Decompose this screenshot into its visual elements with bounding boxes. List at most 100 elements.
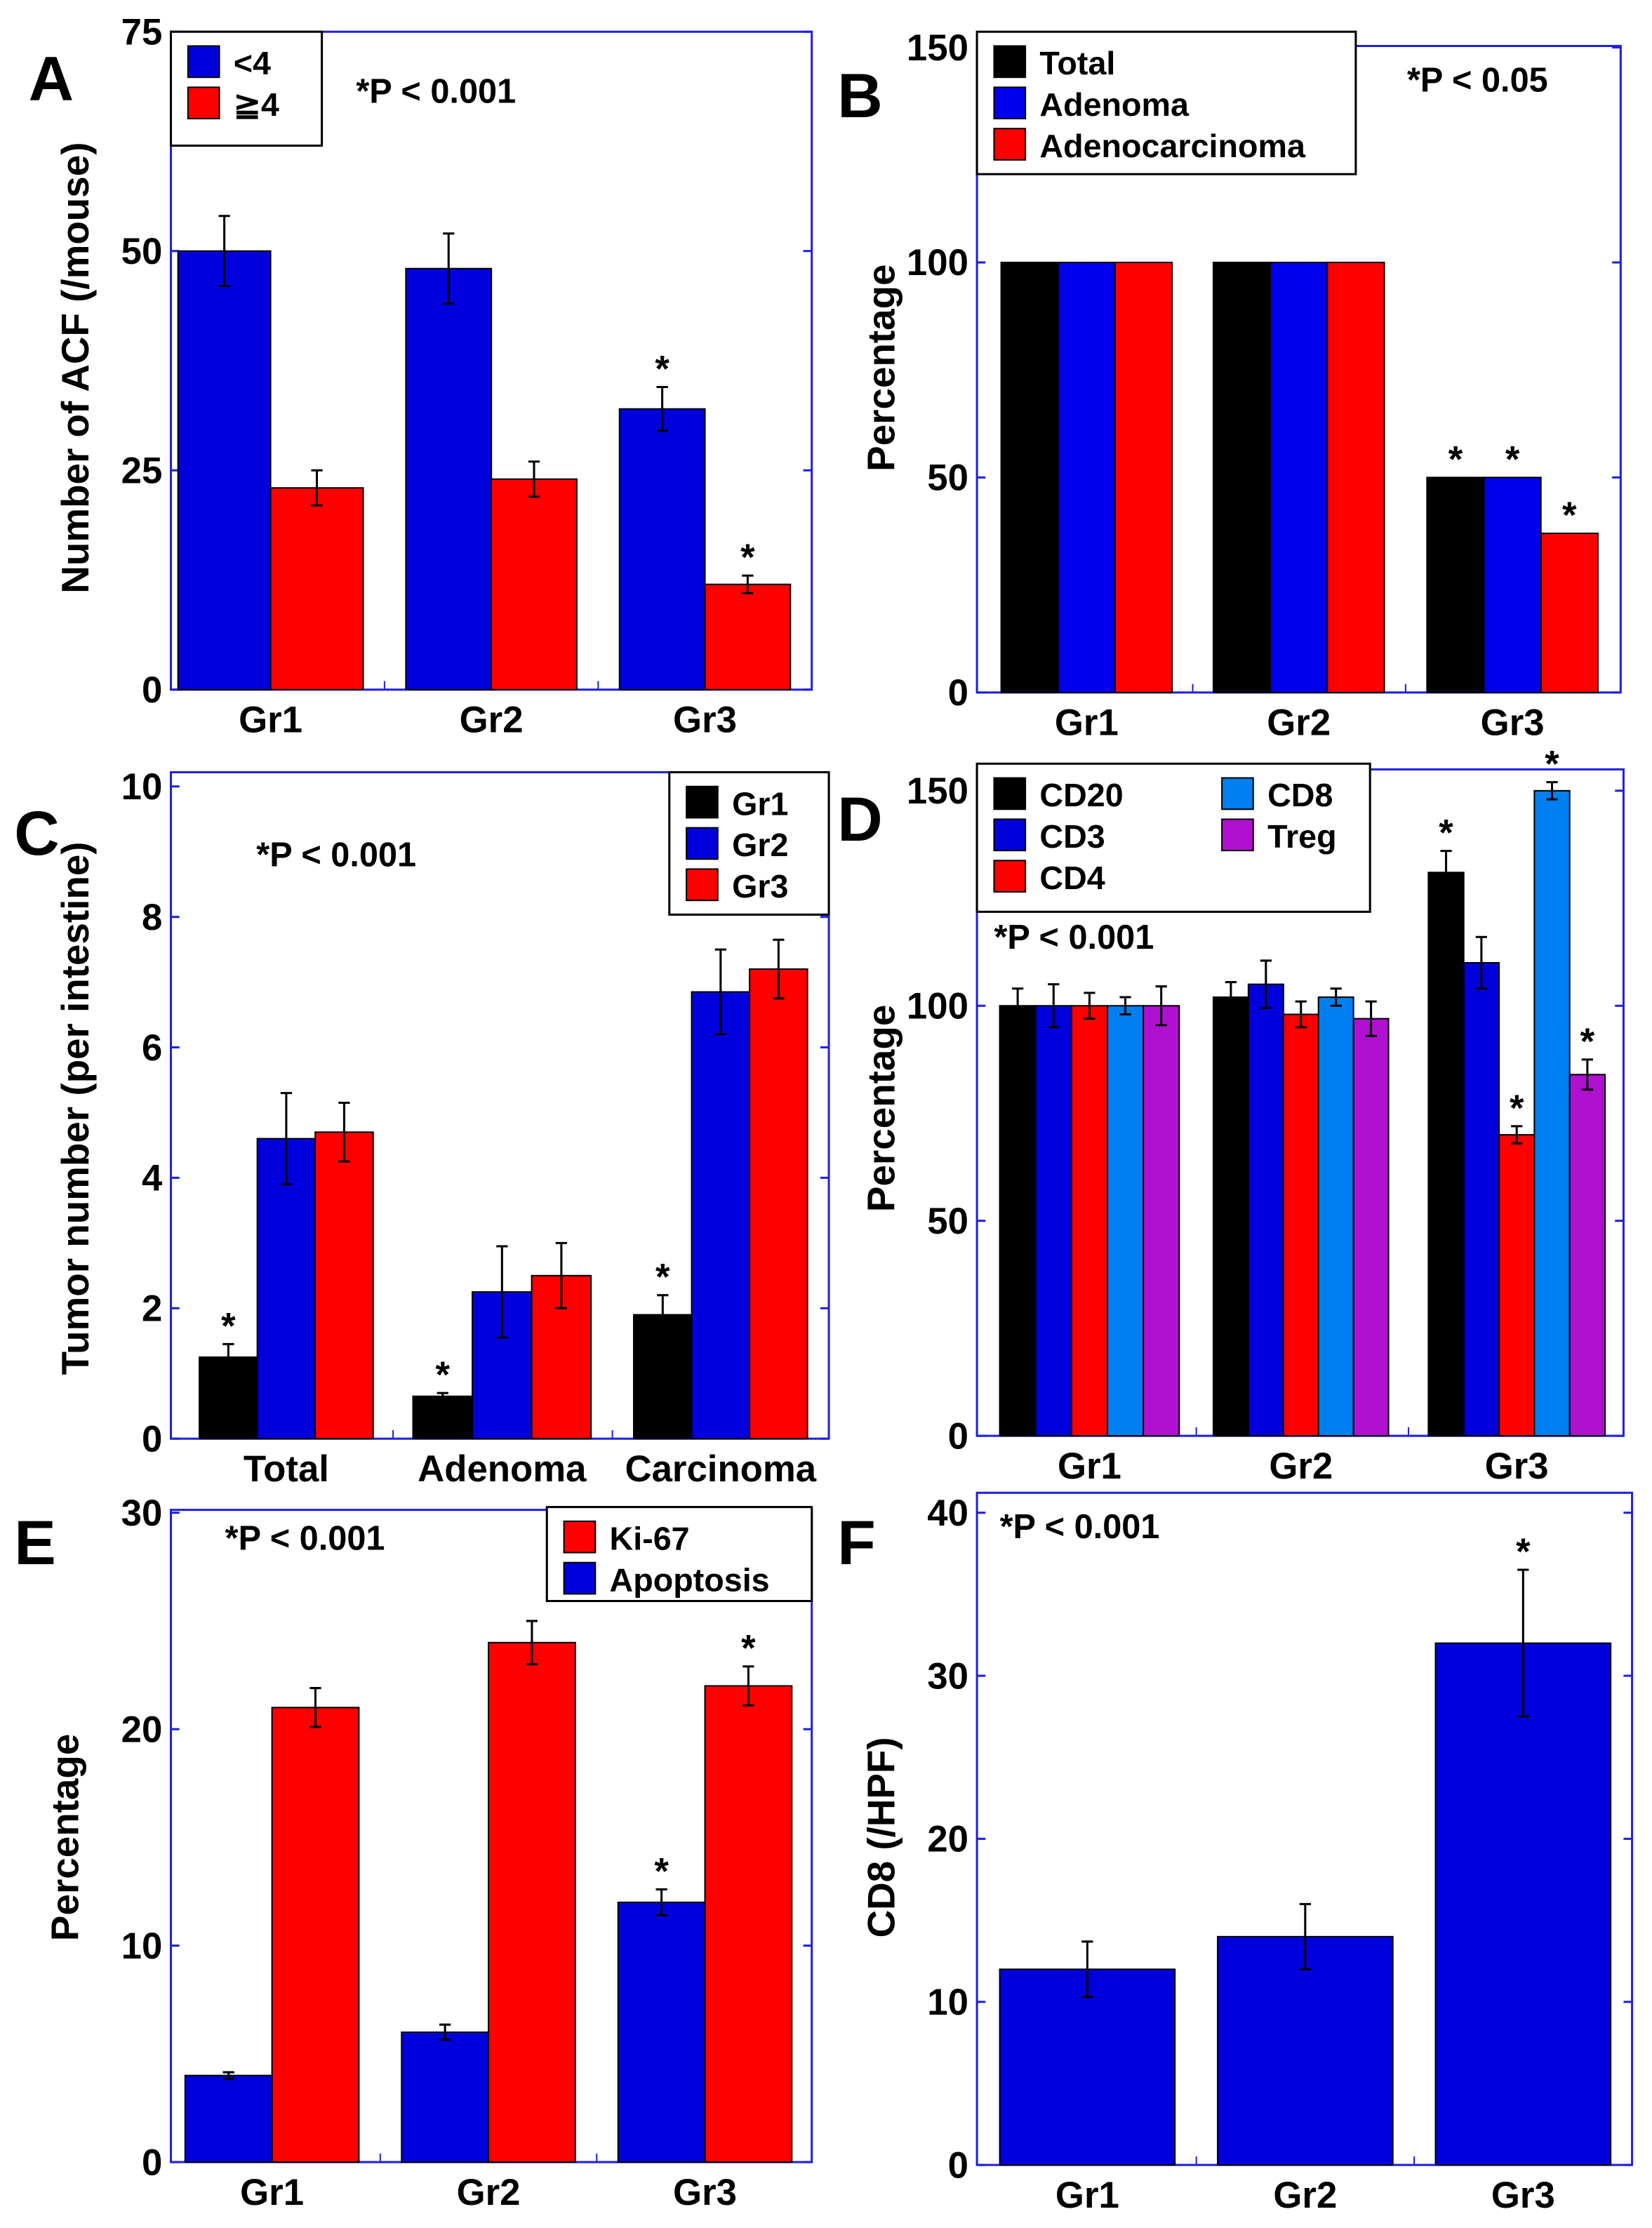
panel-label: C bbox=[14, 798, 59, 868]
bar-gr3 bbox=[314, 1131, 374, 1440]
bar-<4 bbox=[618, 408, 706, 691]
legend-swatch bbox=[993, 45, 1027, 79]
legend-label: <4 bbox=[234, 45, 271, 81]
panel-F: F 0 10 20 30 40 CD8 (/HPF) Gr1 Gr2 Gr3 * *P < 0.001 bbox=[837, 1491, 1634, 2216]
x-tick-label: Gr3 bbox=[1491, 2175, 1555, 2216]
p-value-annotation: *P < 0.05 bbox=[1407, 61, 1548, 99]
legend: Gr1 Gr2 Gr3 bbox=[668, 771, 830, 916]
bar-total bbox=[1212, 261, 1272, 693]
bar-ki-67 bbox=[271, 1707, 360, 2163]
legend-label: Gr3 bbox=[732, 868, 788, 905]
bar-cd8 bbox=[1106, 1005, 1145, 1437]
significance-asterisk: * bbox=[654, 1850, 669, 1892]
x-tick-label: Gr2 bbox=[460, 700, 524, 741]
y-tick-label: 10 bbox=[121, 1926, 163, 1967]
bar-cd4 bbox=[1282, 1013, 1319, 1437]
legend-swatch bbox=[563, 1520, 597, 1554]
bar-treg bbox=[1143, 1005, 1180, 1437]
panel-A: A 0 25 50 75 Number of ACF (/mouse) Gr1 Gr2 Gr3 *… bbox=[29, 11, 813, 741]
y-axis-label: Percentage bbox=[859, 1005, 902, 1212]
p-value-annotation: *P < 0.001 bbox=[256, 836, 416, 874]
legend-swatch bbox=[686, 785, 719, 819]
y-tick-label: 20 bbox=[927, 1819, 968, 1860]
bar-cd3 bbox=[1034, 1005, 1072, 1437]
x-tick-label: Gr1 bbox=[1055, 2175, 1119, 2216]
legend-label: CD8 bbox=[1267, 777, 1333, 813]
x-tick-label: Gr1 bbox=[1055, 702, 1119, 744]
y-axis-label: Percentage bbox=[859, 264, 902, 471]
legend-swatch bbox=[993, 86, 1027, 120]
x-tick-label: Gr3 bbox=[1481, 702, 1545, 744]
legend: Ki-67 Apoptosis bbox=[545, 1506, 813, 1603]
y-tick-label: 100 bbox=[907, 242, 968, 283]
legend-box bbox=[975, 30, 1357, 175]
y-tick-label: 6 bbox=[142, 1027, 162, 1069]
x-tick-label: Total bbox=[244, 1448, 329, 1490]
significance-asterisk: * bbox=[436, 1354, 451, 1396]
bar-cd4 bbox=[1070, 1005, 1109, 1437]
y-tick-label: 2 bbox=[142, 1288, 162, 1330]
bar-cd8 bbox=[1533, 789, 1571, 1437]
y-axis-label: Percentage bbox=[44, 1734, 87, 1941]
bar-cd8 bbox=[1317, 996, 1354, 1437]
legend-swatch bbox=[1221, 777, 1254, 811]
bar-apoptosis bbox=[401, 2031, 490, 2163]
bar-≧4 bbox=[704, 583, 792, 691]
bar-apoptosis bbox=[617, 1901, 706, 2163]
bar-treg bbox=[1352, 1018, 1390, 1437]
y-axis-label: CD8 (/HPF) bbox=[859, 1737, 902, 1937]
bar-total bbox=[1000, 261, 1059, 693]
bar-adenocarcinoma bbox=[1326, 261, 1385, 693]
x-tick-label: Gr2 bbox=[457, 2172, 521, 2213]
bar-gr3 bbox=[749, 968, 808, 1440]
y-tick-label: 0 bbox=[948, 672, 968, 714]
legend-label: Treg bbox=[1267, 818, 1337, 855]
significance-asterisk: * bbox=[1580, 1021, 1595, 1062]
legend-label: ≧4 bbox=[234, 86, 279, 123]
significance-asterisk: * bbox=[1439, 813, 1453, 854]
legend-label: Apoptosis bbox=[610, 1561, 770, 1598]
y-axis-label: Number of ACF (/mouse) bbox=[53, 142, 97, 594]
legend-label: CD4 bbox=[1039, 860, 1105, 896]
panel-C: C 0 2 4 6 8 10 Tumor number (per intestine) Tota… bbox=[14, 766, 830, 1490]
y-tick-label: 4 bbox=[142, 1158, 163, 1199]
bar-gr2 bbox=[256, 1138, 317, 1440]
y-tick-label: 10 bbox=[927, 1982, 968, 2023]
y-tick-label: 0 bbox=[948, 1415, 968, 1457]
y-tick-label: 0 bbox=[142, 669, 162, 711]
y-tick-label: 0 bbox=[142, 2142, 162, 2183]
bar-total bbox=[1426, 476, 1485, 693]
bar-cd4 bbox=[1498, 1134, 1536, 1437]
significance-asterisk: * bbox=[1510, 1088, 1524, 1129]
x-tick-label: Gr2 bbox=[1273, 2175, 1337, 2216]
legend-swatch bbox=[993, 860, 1027, 893]
panel-D: D 0 50 100 150 Percentage Gr1 Gr2 Gr3 * * * * *P < 0.… bbox=[837, 743, 1625, 1487]
bar-adenoma bbox=[1483, 476, 1542, 693]
bar-treg bbox=[1568, 1074, 1606, 1437]
x-tick-label: Gr1 bbox=[1058, 1446, 1121, 1487]
legend-swatch bbox=[187, 86, 220, 120]
y-tick-label: 150 bbox=[907, 771, 968, 812]
bar-cd3 bbox=[1463, 961, 1500, 1437]
y-tick-label: 50 bbox=[927, 458, 968, 499]
y-tick-label: 0 bbox=[948, 2144, 968, 2186]
legend-swatch bbox=[993, 777, 1027, 811]
legend: CD20 CD3 CD4 CD8 Treg bbox=[975, 762, 1371, 913]
bar-cd20 bbox=[1212, 996, 1249, 1437]
significance-asterisk: * bbox=[655, 348, 670, 389]
y-axis-label: Tumor number (per intestine) bbox=[53, 841, 97, 1375]
bar-ki-67 bbox=[488, 1641, 576, 2163]
legend-label: Adenocarcinoma bbox=[1039, 128, 1306, 164]
significance-asterisk: * bbox=[1545, 743, 1559, 785]
bar-adenocarcinoma bbox=[1540, 533, 1599, 693]
legend-swatch bbox=[686, 827, 719, 860]
legend: Total Adenoma Adenocarcinoma bbox=[975, 30, 1357, 175]
y-tick-label: 0 bbox=[142, 1418, 162, 1460]
legend-label: CD20 bbox=[1039, 777, 1123, 813]
panel-B: B 0 50 100 150 Percentage Gr1 Gr2 Gr3 * * * *P < 0.0… bbox=[837, 27, 1622, 744]
y-tick-label: 25 bbox=[121, 451, 163, 492]
significance-asterisk: * bbox=[1448, 439, 1463, 480]
legend-box bbox=[975, 762, 1371, 913]
bar-<4 bbox=[177, 250, 272, 691]
x-tick-label: Gr1 bbox=[240, 2172, 304, 2213]
